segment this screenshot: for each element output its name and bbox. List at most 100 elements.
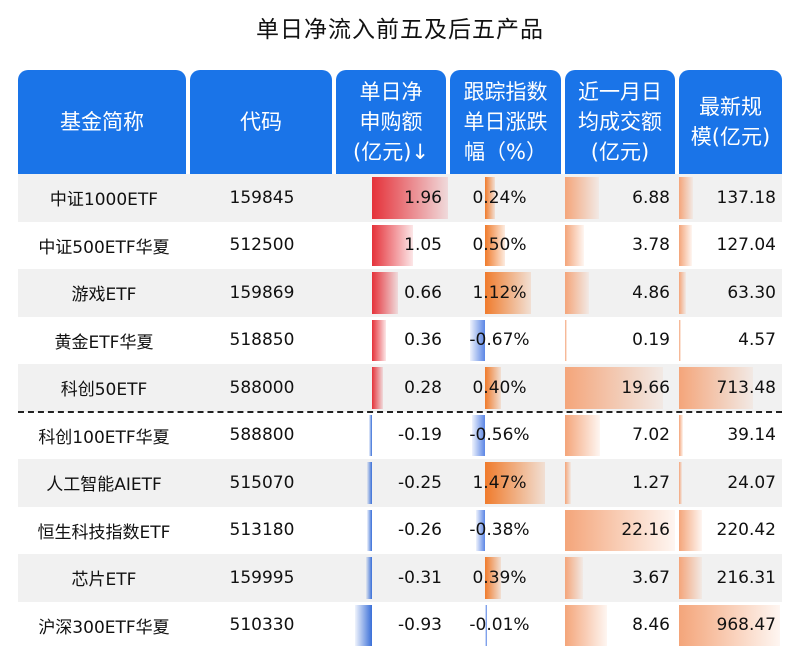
header-pct-line2: 单日涨跌	[463, 110, 548, 134]
fund-name: 人工智能AIETF	[18, 459, 190, 507]
volume-bar	[565, 367, 663, 409]
header-vol-line3: (亿元)	[590, 140, 650, 164]
fund-code-text: 518850	[229, 330, 295, 351]
fund-code-text: 159995	[229, 567, 295, 588]
flow-bar	[372, 177, 448, 219]
avg-volume-value-text: 0.19	[632, 330, 670, 351]
index-change-value: 0.40%	[448, 364, 551, 412]
header-name-label: 基金简称	[60, 110, 144, 134]
index-change-value-text: 0.24%	[472, 187, 527, 208]
fund-code: 518850	[190, 317, 334, 365]
aum-value-text: 127.04	[716, 235, 776, 256]
fund-code-text: 510330	[229, 615, 295, 636]
aum-value: 968.47	[678, 602, 782, 650]
avg-volume-value-text: 19.66	[621, 377, 670, 398]
fund-name-text: 游戏ETF	[71, 285, 137, 306]
flow-bar	[367, 462, 372, 504]
net-flow-value-text: -0.93	[398, 615, 442, 636]
fund-name-text: 中证1000ETF	[49, 190, 159, 211]
aum-bar	[679, 177, 694, 219]
table-row: 恒生科技指数ETF 513180 -0.26 -0.38% 22.16 220.42	[18, 507, 782, 555]
aum-value-text: 968.47	[716, 615, 776, 636]
fund-code-text: 512500	[229, 235, 295, 256]
net-flow-value: -0.19	[372, 412, 448, 460]
avg-volume-value: 3.67	[565, 554, 676, 602]
index-change-value: 1.47%	[448, 459, 551, 507]
aum-value: 216.31	[678, 554, 782, 602]
net-flow-value: -0.26	[372, 507, 448, 555]
index-change-value-text: 0.39%	[472, 567, 527, 588]
table-row: 黄金ETF华夏 518850 0.36 -0.67% 0.19 4.57	[18, 317, 782, 365]
fund-code-text: 159869	[229, 282, 295, 303]
fund-name-text: 沪深300ETF华夏	[38, 617, 170, 638]
index-change-value: 1.12%	[448, 269, 551, 317]
net-flow-value: 0.28	[372, 364, 448, 412]
volume-bar	[565, 462, 572, 504]
aum-bar	[679, 604, 780, 646]
volume-bar	[565, 509, 675, 551]
fund-name: 中证1000ETF	[18, 174, 190, 222]
fund-code-text: 588800	[229, 425, 295, 446]
aum-bar	[679, 319, 681, 361]
aum-value-text: 220.42	[716, 520, 776, 541]
fund-code: 159869	[190, 269, 334, 317]
table-row: 科创100ETF华夏 588800 -0.19 -0.56% 7.02 39.14	[18, 412, 782, 460]
fund-name: 科创50ETF	[18, 364, 190, 412]
index-change-value: 0.39%	[448, 554, 551, 602]
header-vol-line1: 近一月日	[578, 80, 662, 104]
aum-value: 220.42	[678, 507, 782, 555]
aum-value: 63.30	[678, 269, 782, 317]
net-flow-value-text: -0.25	[398, 472, 442, 493]
fund-code: 588800	[190, 412, 334, 460]
fund-code: 588000	[190, 364, 334, 412]
avg-volume-value-text: 8.46	[632, 615, 670, 636]
index-change-value-text: 1.47%	[472, 472, 527, 493]
pct-bar	[485, 557, 501, 599]
header-flow-line3: (亿元)↓	[353, 140, 429, 164]
volume-bar	[565, 177, 600, 219]
index-change-value-text: -0.01%	[469, 615, 530, 636]
header-name: 基金简称	[18, 70, 186, 174]
header-code: 代码	[190, 70, 332, 174]
index-change-value: -0.67%	[448, 317, 551, 365]
pct-bar	[485, 367, 502, 409]
pct-bar	[485, 177, 495, 219]
volume-bar	[565, 414, 600, 456]
net-flow-value-text: 1.96	[404, 187, 442, 208]
table-body: 中证1000ETF 159845 1.96 0.24% 6.88 137.18 中证500E…	[18, 174, 782, 649]
net-flow-value: -0.93	[372, 602, 448, 650]
aum-value: 39.14	[678, 412, 782, 460]
avg-volume-value-text: 6.88	[632, 187, 670, 208]
table-row: 中证1000ETF 159845 1.96 0.24% 6.88 137.18	[18, 174, 782, 222]
fund-name: 芯片ETF	[18, 554, 190, 602]
fund-code: 512500	[190, 222, 334, 270]
aum-value: 127.04	[678, 222, 782, 270]
fund-name-text: 科创50ETF	[60, 380, 148, 401]
flow-bar	[366, 557, 372, 599]
fund-name-text: 中证500ETF华夏	[38, 237, 170, 258]
header-flow: 单日净 申购额 (亿元)↓	[336, 70, 446, 174]
volume-bar	[565, 319, 567, 361]
volume-bar	[565, 272, 590, 314]
avg-volume-value-text: 3.67	[632, 567, 670, 588]
fund-code: 159845	[190, 174, 334, 222]
fund-name: 游戏ETF	[18, 269, 190, 317]
fund-name: 中证500ETF华夏	[18, 222, 190, 270]
index-change-value: -0.56%	[448, 412, 551, 460]
index-change-value-text: -0.38%	[469, 520, 530, 541]
avg-volume-value: 6.88	[565, 174, 676, 222]
table-row: 科创50ETF 588000 0.28 0.40% 19.66 713.48	[18, 364, 782, 412]
flow-bar	[372, 319, 386, 361]
header-pct-line1: 跟踪指数	[463, 80, 548, 104]
flow-bar	[372, 272, 398, 314]
net-flow-value: 1.96	[372, 174, 448, 222]
net-flow-value: 1.05	[372, 222, 448, 270]
flow-bar	[372, 224, 413, 266]
aum-bar	[679, 557, 702, 599]
table-row: 沪深300ETF华夏 510330 -0.93 -0.01% 8.46 968.47	[18, 602, 782, 650]
header-flow-line2: 申购额	[359, 110, 423, 134]
aum-value: 24.07	[678, 459, 782, 507]
aum-value: 137.18	[678, 174, 782, 222]
fund-code: 159995	[190, 554, 334, 602]
avg-volume-value: 19.66	[565, 364, 676, 412]
